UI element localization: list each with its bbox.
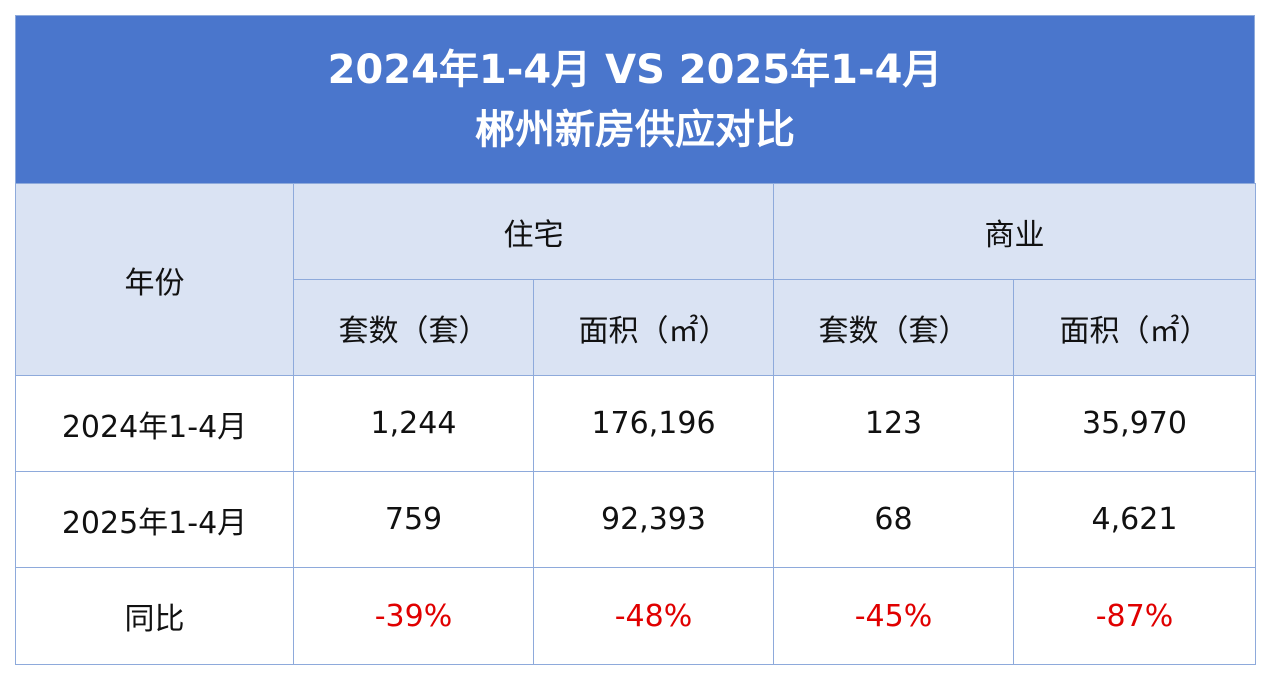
data-cell: 68 (773, 471, 1014, 568)
data-cell: -87% (1013, 567, 1256, 665)
column-header: 面积（㎡） (533, 279, 774, 376)
data-cell: 92,393 (533, 471, 774, 568)
data-cell: 35,970 (1013, 375, 1256, 472)
data-cell: -39% (293, 567, 534, 665)
data-cell: 759 (293, 471, 534, 568)
row-label: 同比 (15, 567, 294, 665)
data-cell: 1,244 (293, 375, 534, 472)
title-cell: 2024年1-4月 VS 2025年1-4月 郴州新房供应对比 (15, 15, 1255, 184)
group-header: 住宅 (293, 183, 774, 280)
data-cell: -48% (533, 567, 774, 665)
data-cell: 123 (773, 375, 1014, 472)
column-header: 套数（套） (293, 279, 534, 376)
title: 2024年1-4月 VS 2025年1-4月 (327, 46, 943, 93)
column-header: 面积（㎡） (1013, 279, 1256, 376)
group-header: 商业 (773, 183, 1256, 280)
subtitle: 郴州新房供应对比 (475, 106, 795, 153)
row-label: 2025年1-4月 (15, 471, 294, 568)
row-label: 2024年1-4月 (15, 375, 294, 472)
column-header: 套数（套） (773, 279, 1014, 376)
data-cell: 4,621 (1013, 471, 1256, 568)
year-header: 年份 (15, 183, 294, 376)
data-cell: 176,196 (533, 375, 774, 472)
data-cell: -45% (773, 567, 1014, 665)
